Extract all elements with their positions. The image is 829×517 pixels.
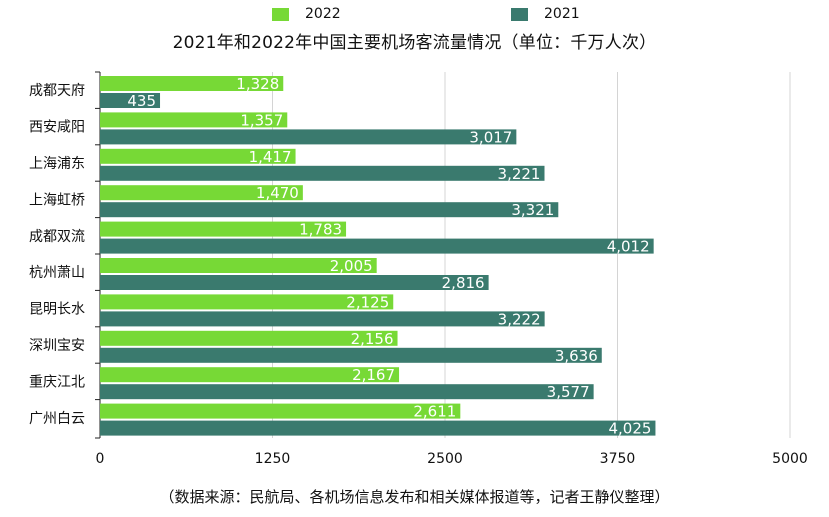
data-label-2022: 1,328 (236, 75, 279, 93)
data-label-2021: 435 (127, 92, 156, 110)
data-label-2021: 3,221 (498, 165, 541, 183)
category-label: 深圳宝安 (29, 338, 85, 354)
data-label-2021: 4,025 (608, 420, 651, 438)
data-label-2022: 1,417 (249, 148, 292, 166)
bar-2022 (100, 258, 377, 273)
data-label-2021: 3,017 (469, 128, 512, 146)
bar-2021 (100, 347, 602, 363)
bar-2022 (100, 148, 296, 164)
category-label: 重庆江北 (29, 374, 85, 390)
category-label: 上海虹桥 (29, 192, 85, 208)
data-label-2022: 1,357 (240, 111, 283, 129)
bar-2022 (100, 76, 284, 91)
bar-2021 (100, 93, 161, 108)
data-label-2021: 4,012 (607, 238, 650, 256)
x-tick-label: 2500 (427, 451, 463, 467)
bar-2021 (100, 165, 545, 181)
bar-2022 (100, 367, 400, 383)
category-label: 昆明长水 (29, 302, 85, 318)
data-label-2022: 2,167 (352, 366, 395, 384)
data-label-2021: 3,222 (498, 310, 541, 328)
bar-2021 (100, 238, 654, 254)
data-label-2022: 1,470 (256, 184, 299, 202)
data-label-2022: 1,783 (299, 221, 342, 239)
category-label: 杭州萧山 (29, 265, 85, 281)
bar-2021 (100, 275, 489, 290)
data-label-2022: 2,005 (330, 257, 373, 275)
data-label-2021: 3,577 (547, 383, 590, 401)
bar-2022 (100, 330, 398, 346)
x-tick-label: 1250 (255, 451, 291, 467)
category-label: 成都双流 (29, 229, 85, 245)
bar-2021 (100, 129, 517, 145)
bar-2021 (100, 384, 594, 400)
bar-2021 (100, 311, 545, 327)
legend-label-2022: 2022 (305, 6, 341, 22)
category-label: 成都天府 (29, 83, 85, 99)
x-tick-label: 3750 (600, 451, 636, 467)
bar-2022 (100, 185, 303, 201)
bar-2021 (100, 202, 559, 218)
legend-label-2021: 2021 (544, 6, 580, 22)
bar-2022 (100, 294, 394, 310)
source-footnote: （数据来源：民航局、各机场信息发布和相关媒体报道等，记者王静仪整理） (159, 488, 670, 506)
bar-2022 (100, 221, 347, 237)
chart-title: 2021年和2022年中国主要机场客流量情况（单位：千万人次） (172, 33, 657, 53)
data-label-2021: 3,321 (511, 201, 554, 219)
legend-item-2021: 2021 (511, 6, 580, 22)
x-tick-label: 0 (96, 451, 105, 467)
data-label-2021: 3,636 (555, 347, 598, 365)
legend-swatch-2022 (272, 7, 289, 21)
data-label-2022: 2,156 (351, 330, 394, 348)
legend-item-2022: 2022 (272, 6, 341, 22)
category-label: 上海浦东 (29, 156, 85, 172)
category-label: 西安咸阳 (29, 120, 85, 136)
data-label-2022: 2,611 (413, 403, 456, 421)
bar-2022 (100, 403, 461, 419)
category-label: 广州白云 (29, 411, 85, 427)
bar-2022 (100, 112, 288, 128)
x-tick-label: 5000 (772, 451, 808, 467)
data-label-2022: 2,125 (346, 293, 389, 311)
bar-2021 (100, 420, 656, 436)
data-label-2021: 2,816 (442, 274, 485, 292)
legend-swatch-2021 (511, 7, 528, 21)
legend: 2022 2021 (0, 6, 829, 26)
